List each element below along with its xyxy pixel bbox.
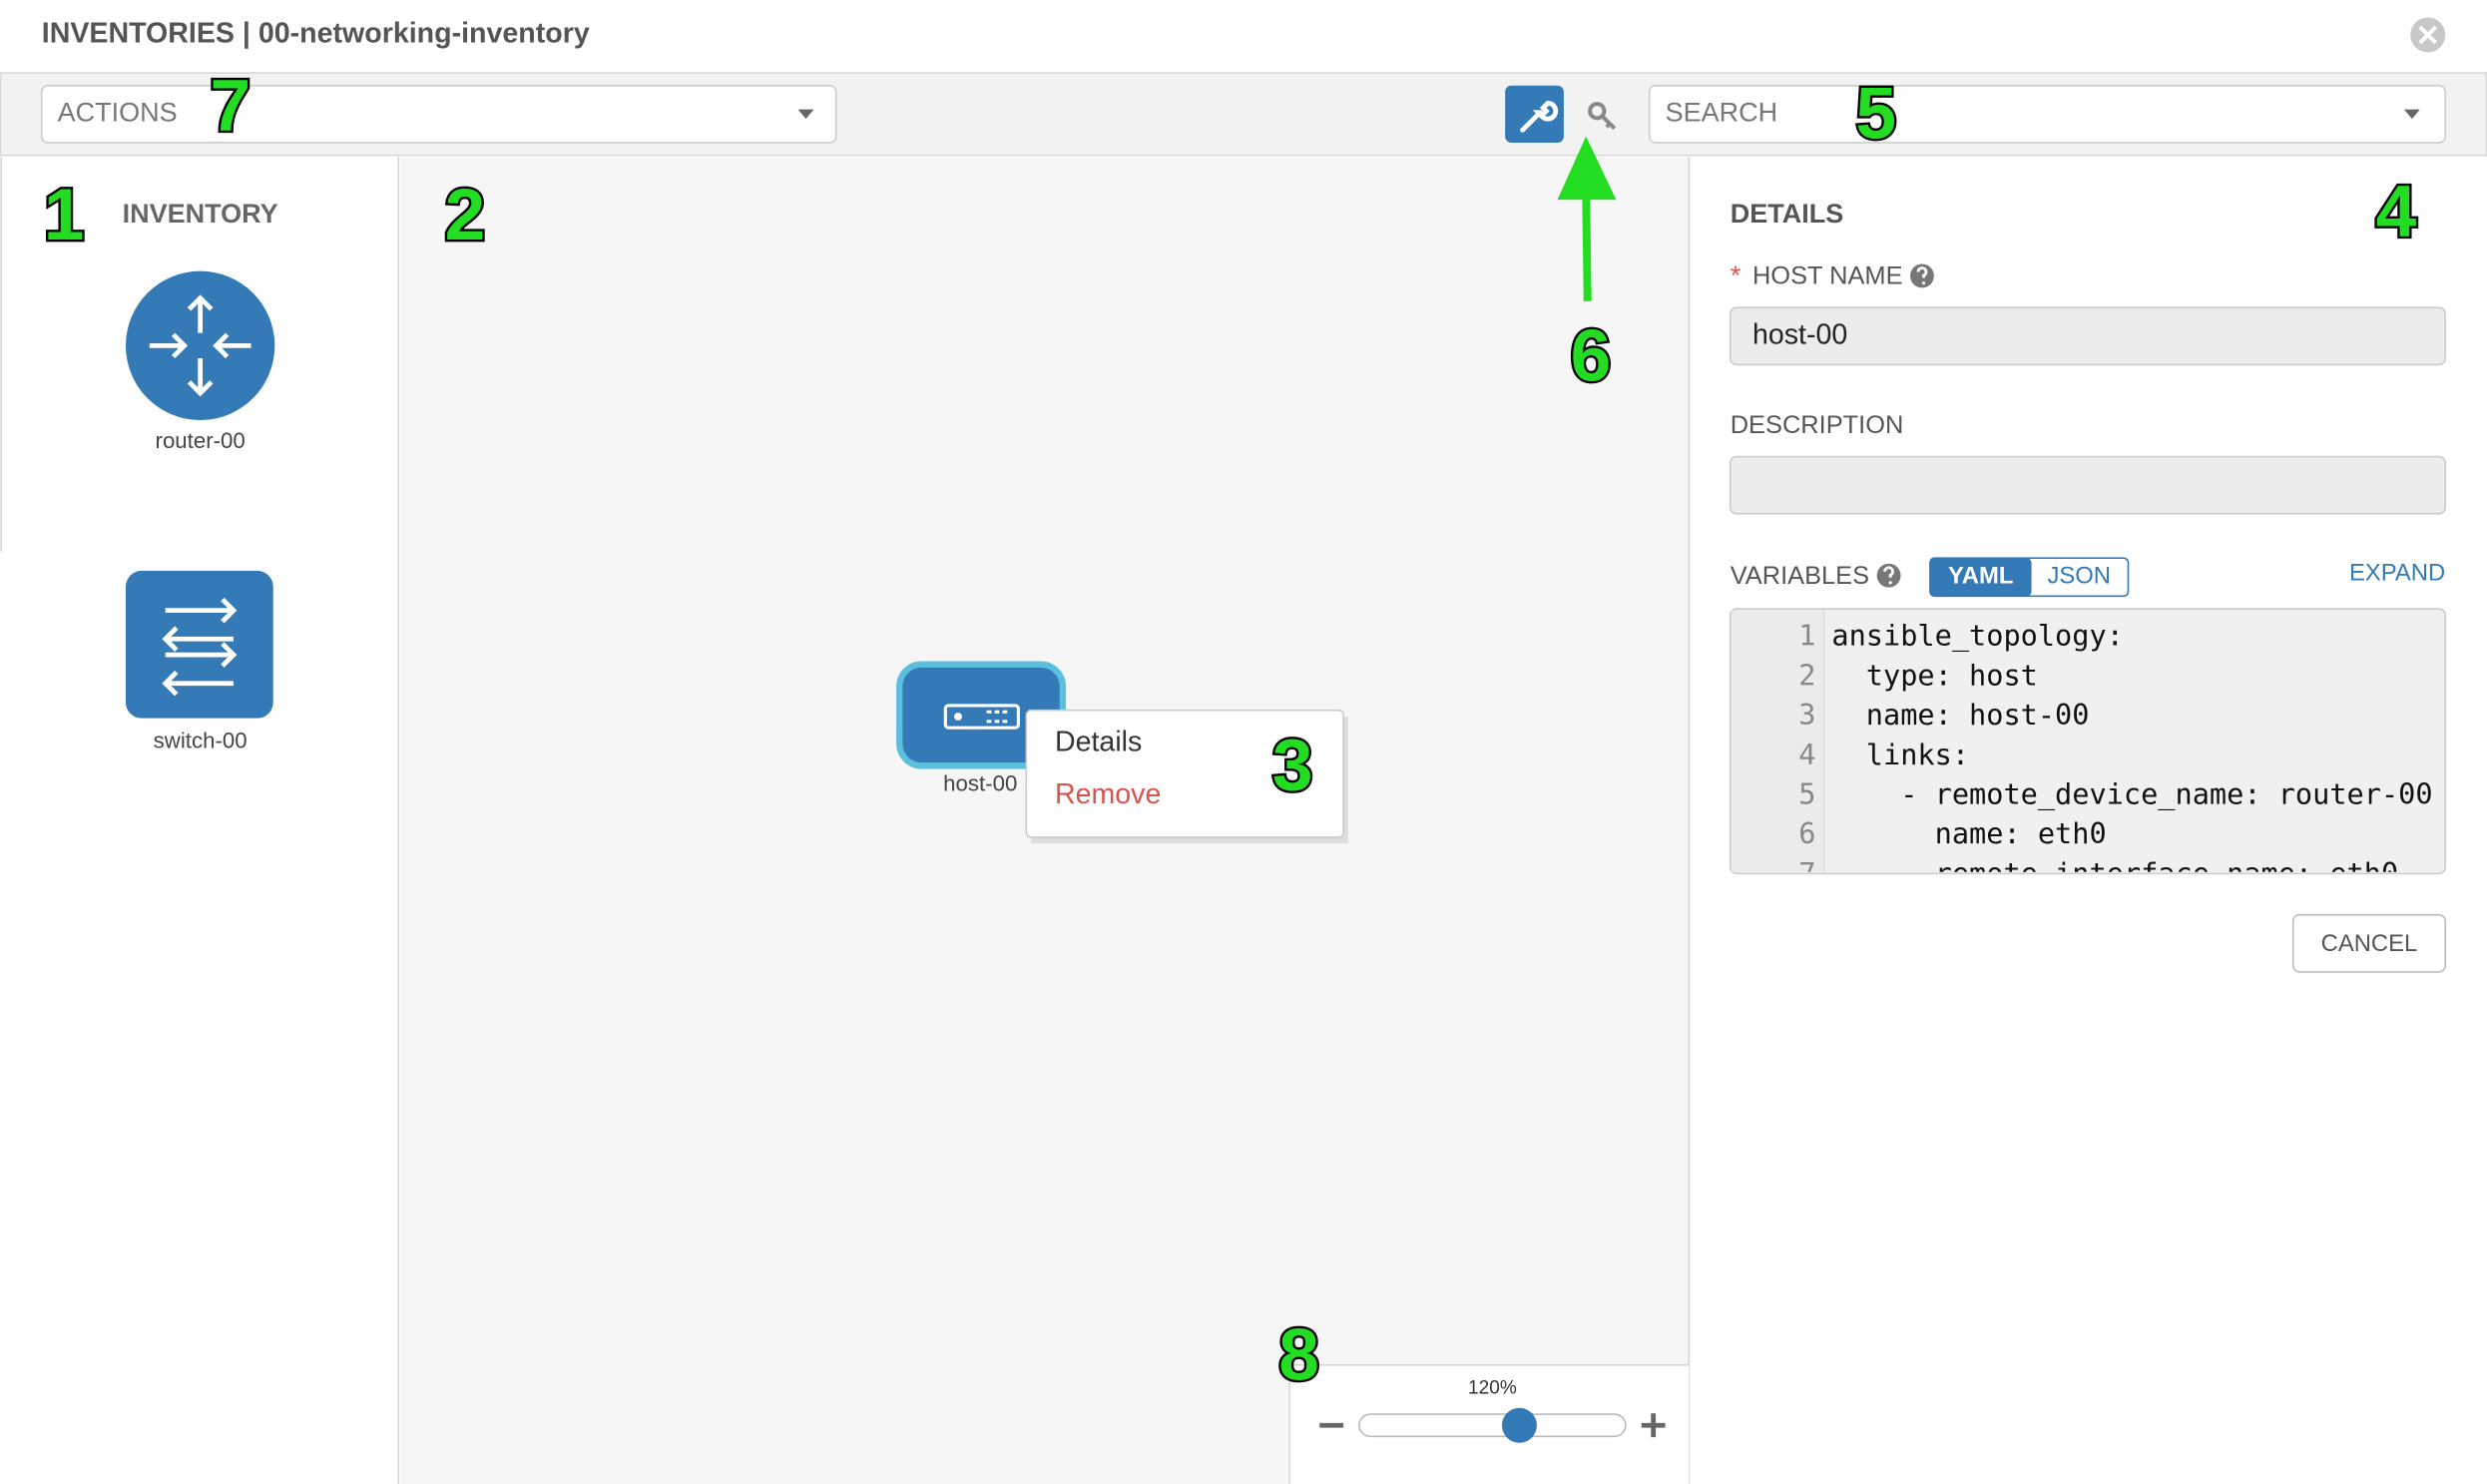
- line-number: 1: [1798, 619, 1815, 653]
- annotation: 7: [211, 66, 251, 147]
- code-line: name: host-00: [1831, 698, 2089, 732]
- router-icon[interactable]: [125, 270, 275, 420]
- json-button[interactable]: JSON: [2047, 563, 2111, 590]
- annotation: 8: [1278, 1314, 1319, 1395]
- code-line: name: eth0: [1831, 816, 2106, 850]
- line-number: 4: [1798, 738, 1815, 771]
- key-button[interactable]: [1588, 102, 1617, 131]
- help-icon[interactable]: [1876, 563, 1901, 588]
- host-name-input[interactable]: [1729, 306, 2447, 366]
- description-input[interactable]: [1729, 455, 2447, 515]
- cancel-label: CANCEL: [2321, 930, 2418, 957]
- close-button[interactable]: [2410, 17, 2446, 53]
- search-placeholder: SEARCH: [1666, 98, 1778, 128]
- zoom-label: 120%: [1468, 1378, 1517, 1399]
- yaml-button[interactable]: [1929, 558, 2032, 597]
- description-label: DESCRIPTION: [1731, 411, 1904, 439]
- inventory-title: INVENTORY: [123, 199, 278, 229]
- switch-icon[interactable]: [125, 570, 273, 719]
- switch-label: switch-00: [154, 728, 248, 752]
- line-number: 2: [1798, 658, 1815, 692]
- variables-label: VARIABLES: [1731, 562, 1869, 590]
- wrench-button[interactable]: [1505, 85, 1564, 143]
- code-content: 1 2 3 4 5 6 7 ansible_topology: type: host name…: [1798, 619, 2432, 891]
- code-line: - remote_device_name: router-00: [1831, 777, 2432, 812]
- host-name-value: host-00: [1752, 318, 1847, 350]
- zoom-track: [1358, 1413, 1627, 1438]
- router-label: router-00: [156, 428, 246, 453]
- header: [0, 0, 2487, 74]
- host-name-label: HOST NAME: [1752, 262, 1903, 290]
- actions-dropdown[interactable]: ACTIONS: [40, 84, 837, 144]
- code-editor[interactable]: [1729, 608, 2447, 875]
- menu-remove[interactable]: Remove: [1055, 778, 1161, 810]
- annotation: 5: [1856, 73, 1897, 154]
- line-number: 7: [1798, 856, 1815, 890]
- details-title: DETAILS: [1731, 199, 1843, 229]
- code-line: ansible_topology:: [1831, 619, 2124, 654]
- cancel-button[interactable]: [2291, 913, 2447, 973]
- expand-link[interactable]: EXPAND: [2349, 559, 2445, 586]
- actions-placeholder: ACTIONS: [58, 98, 178, 128]
- context-menu: [1025, 709, 1348, 844]
- annotation: 2: [445, 175, 486, 255]
- code-line: links:: [1831, 738, 1969, 771]
- annotation: 3: [1272, 725, 1313, 805]
- help-icon[interactable]: [1910, 263, 1934, 288]
- zoom-in[interactable]: [1641, 1413, 1666, 1438]
- annotation: 4: [2376, 172, 2417, 252]
- menu-details[interactable]: Details: [1055, 727, 1142, 758]
- yaml-label: YAML: [1948, 563, 2013, 590]
- host-label: host-00: [943, 770, 1017, 795]
- search-dropdown[interactable]: SEARCH: [1648, 84, 2447, 144]
- line-number: 3: [1798, 698, 1815, 732]
- code-line: remote_interface_name: eth0: [1831, 856, 2398, 891]
- annotation-arrow: [1582, 187, 1592, 301]
- code-line: type: host: [1831, 658, 2037, 692]
- annotation-arrowhead: [1557, 136, 1617, 201]
- required-mark: *: [1731, 260, 1741, 290]
- page-title: INVENTORIES | 00-networking-inventory: [42, 17, 590, 49]
- zoom-handle[interactable]: [1501, 1407, 1537, 1443]
- annotation: 6: [1571, 316, 1612, 397]
- line-number: 5: [1798, 777, 1815, 811]
- annotation: 1: [44, 175, 85, 255]
- line-number: 6: [1798, 816, 1815, 850]
